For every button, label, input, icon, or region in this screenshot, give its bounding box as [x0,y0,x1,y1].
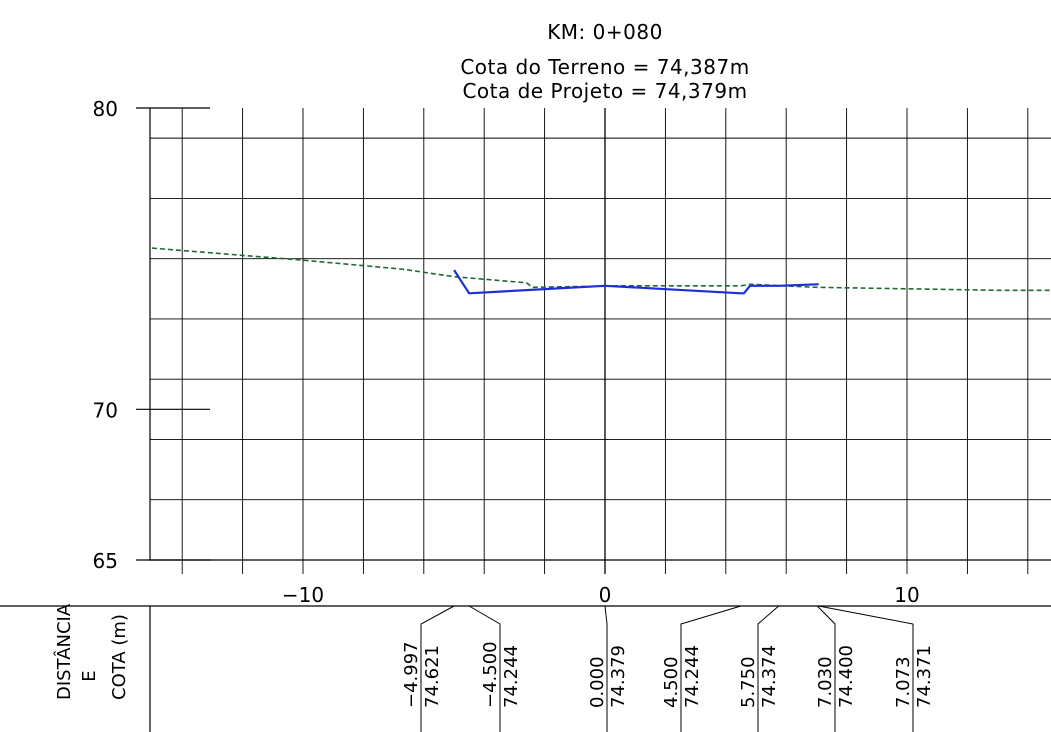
profile-lines [151,247,1051,295]
axis-labels: 80 70 65 −10 0 10 [93,97,920,607]
table-leader-line [816,605,836,732]
table-elevation-value: 74.621 [422,645,443,708]
table-leader-line [818,605,914,732]
x-tick-label: 10 [894,583,919,607]
table-elevation-value: 74.374 [759,645,780,708]
table-distance-value: 7.073 [893,656,914,708]
distance-elevation-table: DISTÂNCIA E COTA (m) −4.997 74.621 −4.500 74.2… [0,603,1051,732]
table-distance-value: 4.500 [661,656,682,708]
table-elevation-value: 74.244 [501,645,522,708]
project-elevation-label: Cota de Projeto = 74,379m [462,79,748,103]
y-tick-label: 80 [93,97,118,121]
station-km-label: KM: 0+080 [547,20,663,44]
table-row-label-e: E [79,670,100,681]
table-elevation-value: 74.244 [682,645,703,708]
y-tick-label: 65 [93,549,118,573]
terrain-line [151,247,1051,292]
grid [136,107,1051,574]
table-elevation-value: 74.379 [608,645,629,708]
x-tick-label: 0 [599,583,612,607]
table-elevation-value: 74.400 [836,645,857,708]
table-distance-value: −4.997 [401,641,422,708]
project-line [453,269,819,295]
table-distance-value: −4.500 [480,641,501,708]
table-row-label-cota: COTA (m) [109,614,130,700]
table-elevation-value: 74.371 [914,645,935,708]
table-distance-value: 5.750 [738,656,759,708]
table-distance-value: 0.000 [587,656,608,708]
table-distance-value: 7.030 [815,656,836,708]
table-leader-line [680,605,742,732]
table-leader-line [468,605,501,732]
table-leader-line [604,605,608,732]
table-leader-line [757,605,779,732]
terrain-elevation-label: Cota do Terreno = 74,387m [460,55,750,79]
y-tick-label: 70 [93,398,118,422]
table-row-label-distance: DISTÂNCIA [53,603,75,700]
x-tick-label: −10 [282,583,324,607]
table-leader-line [420,605,455,732]
